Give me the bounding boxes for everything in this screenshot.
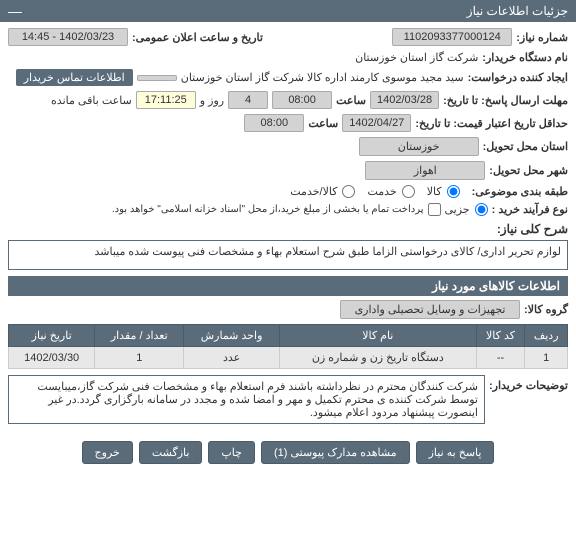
minimize-icon[interactable]: — bbox=[8, 4, 22, 18]
col-name: نام کالا bbox=[279, 325, 476, 347]
radio-goods-input[interactable] bbox=[447, 185, 460, 198]
radio-full[interactable]: جزیی bbox=[445, 203, 488, 216]
col-unit: واحد شمارش bbox=[184, 325, 280, 347]
window-header: جزئیات اطلاعات نیاز — bbox=[0, 0, 576, 22]
deadline-date: 1402/03/28 bbox=[370, 91, 439, 109]
partial-check-input[interactable] bbox=[428, 203, 441, 216]
reply-button[interactable]: پاسخ به نیاز bbox=[416, 441, 495, 464]
buyer-label: نام دستگاه خریدار: bbox=[482, 51, 568, 64]
creator-value: سید مجید موسوی کارمند اداره کالا شرکت گا… bbox=[181, 71, 464, 84]
buyer-value: شرکت گاز استان خوزستان bbox=[355, 51, 478, 64]
radio-service-input[interactable] bbox=[402, 185, 415, 198]
cell-name: دستگاه تاریخ زن و شماره زن bbox=[279, 347, 476, 369]
valid-label: حداقل تاریخ اعتبار قیمت: تا تاریخ: bbox=[415, 117, 568, 130]
days-value: 4 bbox=[228, 91, 268, 109]
radio-both[interactable]: کالا/خدمت bbox=[290, 185, 355, 198]
col-code: کد کالا bbox=[476, 325, 525, 347]
province-label: استان محل تحویل: bbox=[483, 140, 568, 153]
remain-suffix: ساعت باقی مانده bbox=[51, 94, 132, 107]
city-label: شهر محل تحویل: bbox=[489, 164, 568, 177]
category-label: طبقه بندی موضوعی: bbox=[472, 185, 568, 198]
radio-goods-label: کالا bbox=[427, 185, 442, 198]
group-label: گروه کالا: bbox=[524, 303, 568, 316]
buytype-label: نوع فرآیند خرید : bbox=[492, 203, 568, 216]
radio-service-label: خدمت bbox=[367, 185, 396, 198]
table-row[interactable]: 1 -- دستگاه تاریخ زن و شماره زن عدد 1 14… bbox=[9, 347, 568, 369]
radio-both-label: کالا/خدمت bbox=[290, 185, 337, 198]
creator-label: ایجاد کننده درخواست: bbox=[468, 71, 568, 84]
radio-both-input[interactable] bbox=[342, 185, 355, 198]
partial-note: پرداخت تمام یا بخشی از مبلغ خرید،از محل … bbox=[112, 204, 424, 215]
exit-button[interactable]: خروج bbox=[82, 441, 133, 464]
cell-qty: 1 bbox=[95, 347, 184, 369]
col-qty: تعداد / مقدار bbox=[95, 325, 184, 347]
table-header-row: ردیف کد کالا نام کالا واحد شمارش تعداد /… bbox=[9, 325, 568, 347]
partial-check[interactable]: پرداخت تمام یا بخشی از مبلغ خرید،از محل … bbox=[112, 203, 441, 216]
province-value: خوزستان bbox=[359, 137, 479, 156]
desc-label: توضیحات خریدار: bbox=[489, 379, 568, 392]
cell-date: 1402/03/30 bbox=[9, 347, 95, 369]
contact-button[interactable]: اطلاعات تماس خریدار bbox=[16, 69, 133, 86]
group-value: تجهیزات و وسایل تحصیلی واداری bbox=[340, 300, 520, 319]
days-suffix: روز و bbox=[200, 94, 224, 107]
deadline-time: 08:00 bbox=[272, 91, 332, 109]
radio-service[interactable]: خدمت bbox=[367, 185, 414, 198]
valid-date: 1402/04/27 bbox=[342, 114, 411, 132]
col-row: ردیف bbox=[525, 325, 568, 347]
date-label: تاریخ و ساعت اعلان عمومی: bbox=[132, 31, 263, 44]
req-no-value: 1102093377000124 bbox=[392, 28, 512, 46]
remain-time: 17:11:25 bbox=[136, 91, 196, 109]
footer-buttons: پاسخ به نیاز مشاهده مدارک پیوستی (1) چاپ… bbox=[8, 435, 568, 470]
col-date: تاریخ نیاز bbox=[9, 325, 95, 347]
desc-box: شرکت کنندگان محترم در نظرداشته باشند فرم… bbox=[8, 375, 485, 424]
summary-label: شرح کلی نیاز: bbox=[8, 222, 568, 236]
summary-box: لوازم تحریر اداری/ کالای درخواستی الزاما… bbox=[8, 240, 568, 270]
time-label-2: ساعت bbox=[308, 117, 338, 130]
cell-unit: عدد bbox=[184, 347, 280, 369]
time-label-1: ساعت bbox=[336, 94, 366, 107]
valid-time: 08:00 bbox=[244, 114, 304, 132]
back-button[interactable]: بازگشت bbox=[139, 441, 203, 464]
radio-full-label: جزیی bbox=[445, 203, 470, 216]
items-header: اطلاعات کالاهای مورد نیاز bbox=[8, 276, 568, 296]
radio-goods[interactable]: کالا bbox=[427, 185, 460, 198]
city-value: اهواز bbox=[365, 161, 485, 180]
req-no-label: شماره نیاز: bbox=[516, 31, 568, 44]
radio-full-input[interactable] bbox=[475, 203, 488, 216]
date-value: 1402/03/23 - 14:45 bbox=[8, 28, 128, 46]
form-content: شماره نیاز: 1102093377000124 تاریخ و ساع… bbox=[0, 22, 576, 476]
items-table: ردیف کد کالا نام کالا واحد شمارش تعداد /… bbox=[8, 324, 568, 369]
header-title: جزئیات اطلاعات نیاز bbox=[467, 4, 568, 18]
attach-button[interactable]: مشاهده مدارک پیوستی (1) bbox=[261, 441, 410, 464]
deadline-label: مهلت ارسال پاسخ: تا تاریخ: bbox=[443, 94, 568, 107]
cell-row: 1 bbox=[525, 347, 568, 369]
cell-code: -- bbox=[476, 347, 525, 369]
print-button[interactable]: چاپ bbox=[208, 441, 255, 464]
